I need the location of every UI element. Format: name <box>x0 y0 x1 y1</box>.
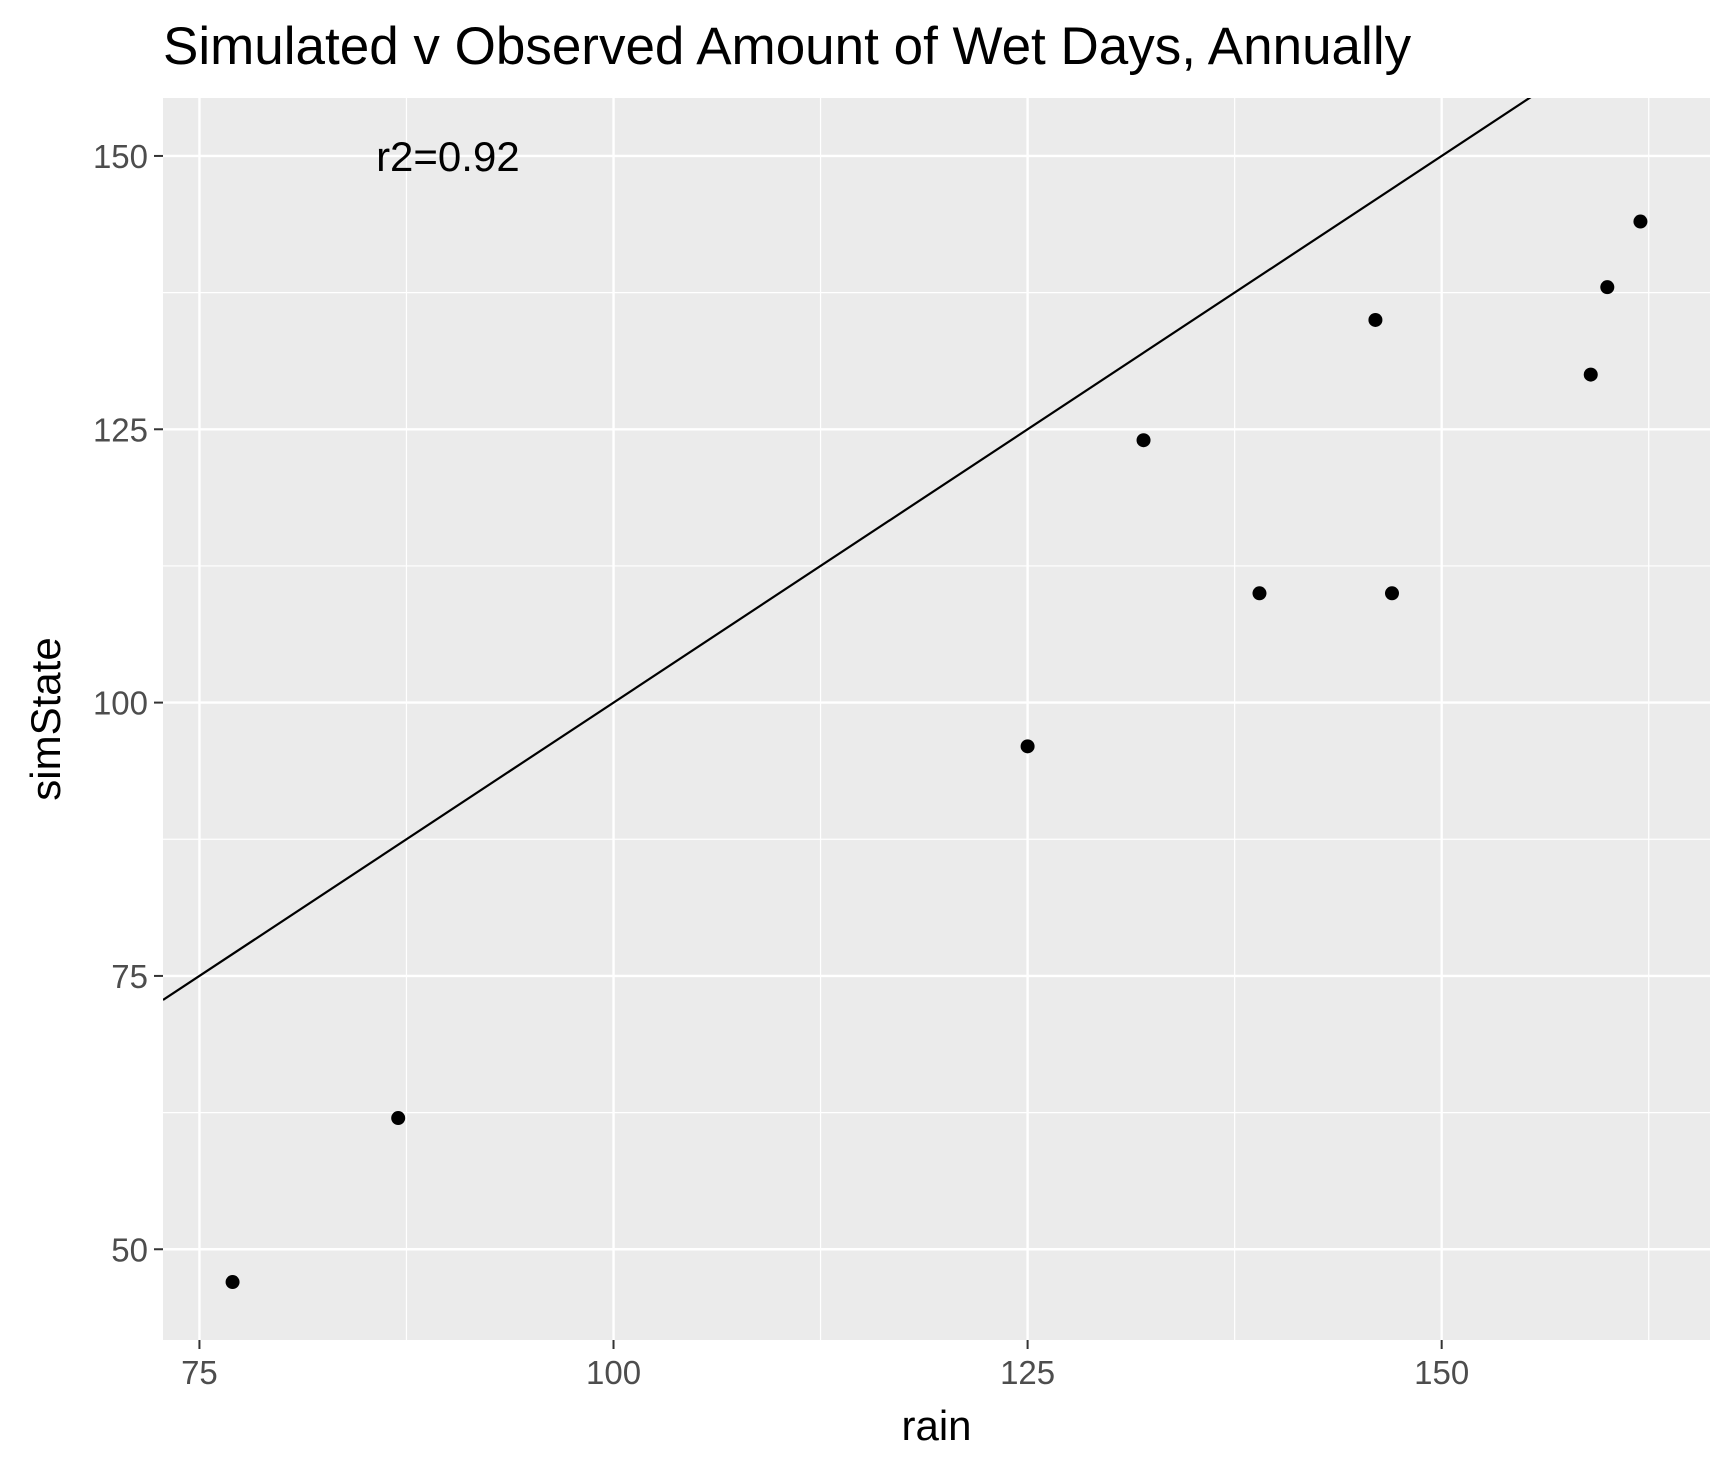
data-point <box>1633 214 1648 229</box>
plot-panel <box>163 98 1710 1340</box>
major-gridlines <box>163 98 1710 1340</box>
y-tick-label: 50 <box>111 1231 148 1268</box>
data-points <box>225 214 1648 1290</box>
y-tick-label: 125 <box>93 411 148 448</box>
minor-gridlines <box>163 98 1710 1340</box>
x-axis-title: rain <box>901 1402 971 1449</box>
x-axis: 75 100 125 150 <box>181 1340 1469 1391</box>
chart-title: Simulated v Observed Amount of Wet Days,… <box>163 17 1412 76</box>
data-point <box>1368 312 1383 327</box>
y-tick-label: 150 <box>93 138 148 175</box>
reference-line <box>163 98 1532 1001</box>
data-point <box>1583 367 1598 382</box>
annotations: r2=0.92 <box>376 133 520 180</box>
reference-line-group <box>163 98 1532 1001</box>
data-point <box>1252 586 1267 601</box>
y-axis: 50 75 100 125 150 <box>93 138 163 1268</box>
y-tick-label: 100 <box>93 685 148 722</box>
data-point <box>225 1275 240 1290</box>
x-tick-label: 125 <box>1000 1354 1055 1391</box>
y-tick-label: 75 <box>111 958 148 995</box>
y-axis-title: simState <box>22 637 69 800</box>
r2-annotation: r2=0.92 <box>376 133 520 180</box>
data-point <box>1600 280 1615 295</box>
data-point <box>1020 739 1035 754</box>
data-point <box>391 1111 406 1126</box>
data-point <box>1384 586 1399 601</box>
x-tick-label: 100 <box>586 1354 641 1391</box>
x-tick-label: 150 <box>1414 1354 1469 1391</box>
x-tick-label: 75 <box>181 1354 218 1391</box>
data-point <box>1136 433 1151 448</box>
